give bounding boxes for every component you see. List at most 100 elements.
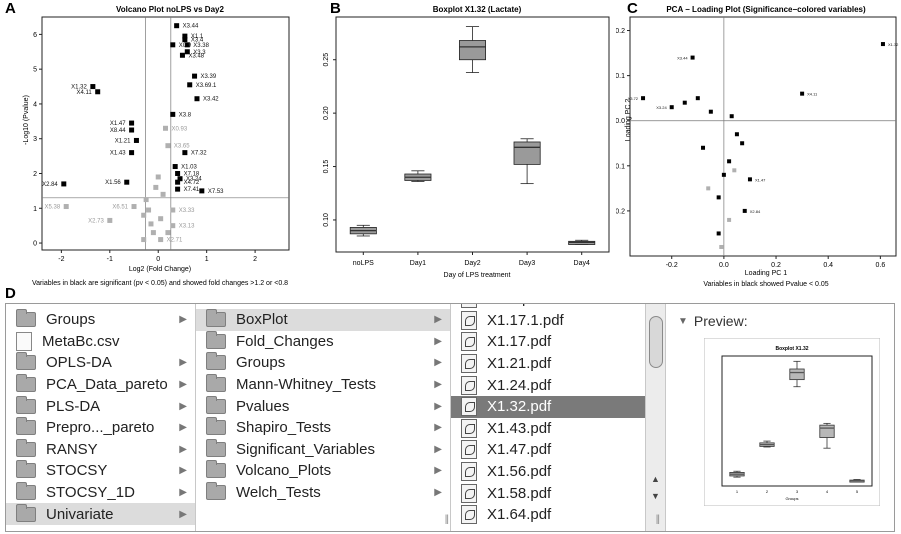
data-point <box>163 125 168 131</box>
folder-item[interactable]: MetaBc.csv <box>6 331 195 353</box>
folder-item[interactable]: Welch_Tests ▶ <box>196 482 450 504</box>
thumbnail-x-tick-label: 4 <box>826 489 829 494</box>
file-item[interactable]: X1.24.pdf <box>451 374 645 396</box>
column-resize-handle[interactable]: || <box>655 514 660 525</box>
folder-item[interactable]: Fold_Changes ▶ <box>196 330 450 353</box>
data-point <box>727 159 732 164</box>
data-point <box>708 109 713 114</box>
folder-item[interactable]: Mann-Whitney_Tests ▶ <box>196 374 450 396</box>
data-point <box>170 111 176 117</box>
file-item[interactable]: X1.17.pdf <box>451 331 645 353</box>
x-tick-label: 0 <box>156 256 160 263</box>
data-point <box>124 179 130 185</box>
data-point <box>179 52 185 58</box>
finder-column-2[interactable]: || BoxPlot ▶ Fold_Changes ▶ Groups ▶ Mann-Whit… <box>196 304 451 531</box>
panel-label-a: A <box>5 0 16 17</box>
point-label: X1.56 <box>105 180 121 186</box>
x-tick-label: 0.2 <box>771 262 781 269</box>
item-label: X1.43.pdf <box>487 419 552 437</box>
finder-column-3[interactable]: X1.1.pdf X1.17.1.pdf X1.17.pdf X1.21.pdf X1.… <box>451 304 646 531</box>
pca-ylabel: Loading PC 2 <box>625 99 632 142</box>
scroll-up-arrow-icon[interactable]: ▲ <box>651 474 660 484</box>
file-item[interactable]: X1.43.pdf <box>451 418 645 440</box>
panel-label-d: D <box>5 285 16 302</box>
file-item[interactable]: X1.1.pdf <box>451 304 645 310</box>
file-item[interactable]: X1.17.1.pdf <box>451 310 645 332</box>
file-item[interactable]: X1.64.pdf <box>451 504 645 526</box>
data-point <box>148 221 154 227</box>
file-item[interactable]: X1.32.pdf <box>451 396 645 418</box>
point-label: X3.65 <box>174 144 190 150</box>
item-label: X1.47.pdf <box>487 441 552 459</box>
folder-item[interactable]: PLS-DA ▶ <box>6 395 195 417</box>
folder-item[interactable]: BoxPlot ▶ <box>196 309 450 331</box>
box-body <box>513 141 541 165</box>
file-item[interactable]: X1.47.pdf <box>451 439 645 461</box>
chevron-right-icon: ▶ <box>179 357 187 369</box>
scroll-down-arrow-icon[interactable]: ▼ <box>651 491 660 501</box>
folder-icon <box>16 395 36 414</box>
point-label: X3.13 <box>179 224 195 230</box>
pdf-icon <box>461 354 477 374</box>
file-item[interactable]: X1.56.pdf <box>451 461 645 483</box>
preview-label: Preview: <box>693 313 748 329</box>
pdf-icon <box>461 375 477 395</box>
data-point <box>880 42 885 47</box>
file-icon <box>16 331 32 351</box>
thumbnail-x-tick-label: 5 <box>856 489 859 494</box>
folder-item[interactable]: STOCSY ▶ <box>6 460 195 482</box>
item-label: X1.24.pdf <box>487 376 552 394</box>
data-point <box>158 237 164 243</box>
column-resize-handle[interactable]: || <box>444 514 449 525</box>
folder-item[interactable]: Groups ▶ <box>196 352 450 374</box>
item-label: MetaBc.csv <box>42 332 120 350</box>
folder-item[interactable]: STOCSY_1D ▶ <box>6 482 195 504</box>
item-label: X1.56.pdf <box>487 463 552 481</box>
data-point <box>143 197 149 203</box>
pdf-icon <box>461 440 477 460</box>
folder-item[interactable]: Groups ▶ <box>6 309 195 331</box>
folder-item[interactable]: RANSY ▶ <box>6 438 195 461</box>
point-label: X3.44 <box>677 56 688 61</box>
folder-item[interactable]: Significant_Variables ▶ <box>196 438 450 461</box>
scrollbar[interactable]: ▲ ▼ || <box>646 304 666 531</box>
data-point <box>716 195 721 200</box>
data-point <box>192 73 198 79</box>
chevron-right-icon: ▶ <box>179 443 187 455</box>
pdf-icon <box>461 397 477 417</box>
folder-item[interactable]: Pvalues ▶ <box>196 395 450 417</box>
point-label: X3.72 <box>628 96 639 101</box>
file-item[interactable]: X1.21.pdf <box>451 353 645 375</box>
folder-item[interactable]: Volcano_Plots ▶ <box>196 460 450 482</box>
pdf-icon <box>461 418 477 438</box>
file-item[interactable]: X1.58.pdf <box>451 482 645 504</box>
pca-title: PCA − Loading Plot (Significance−colored… <box>666 5 866 14</box>
data-point <box>107 217 113 223</box>
disclosure-triangle-icon[interactable]: ▼ <box>678 315 688 327</box>
item-label: Shapiro_Tests <box>236 419 332 437</box>
preview-thumbnail[interactable]: Boxplot X1.32 Groups 1 2 3 4 5 <box>704 338 880 506</box>
chevron-right-icon: ▶ <box>434 400 442 412</box>
y-tick-label: 1 <box>33 206 37 213</box>
folder-item[interactable]: Univariate ▶ <box>6 503 195 525</box>
volcano-ylabel: -Log10 (Pvalue) <box>23 95 30 145</box>
y-tick-label: 0.0 <box>616 118 625 125</box>
point-label: X7.32 <box>191 151 207 157</box>
folder-item[interactable]: Prepro..._pareto ▶ <box>6 417 195 439</box>
y-tick-label: 3 <box>33 136 37 143</box>
folder-item[interactable]: OPLS-DA ▶ <box>6 352 195 374</box>
plot-frame <box>721 355 873 487</box>
x-tick-label: 0.0 <box>719 262 729 269</box>
plot-frame <box>629 16 897 257</box>
boxplot-title: Boxplot X1.32 (Lactate) <box>433 5 522 14</box>
item-label: Groups <box>46 311 96 329</box>
folder-item[interactable]: Shapiro_Tests ▶ <box>196 417 450 439</box>
point-label: X3.69.1 <box>196 83 217 89</box>
data-point <box>669 105 674 110</box>
data-point <box>740 141 745 146</box>
finder-column-1[interactable]: || Groups▶MetaBc.csvOPLS-DA▶PCA_Data_par… <box>6 304 196 531</box>
folder-item[interactable]: PCA_Data_pareto ▶ <box>6 374 195 396</box>
data-point <box>690 55 695 60</box>
scroll-thumb[interactable] <box>649 316 663 368</box>
point-label: X3.42 <box>203 97 219 103</box>
